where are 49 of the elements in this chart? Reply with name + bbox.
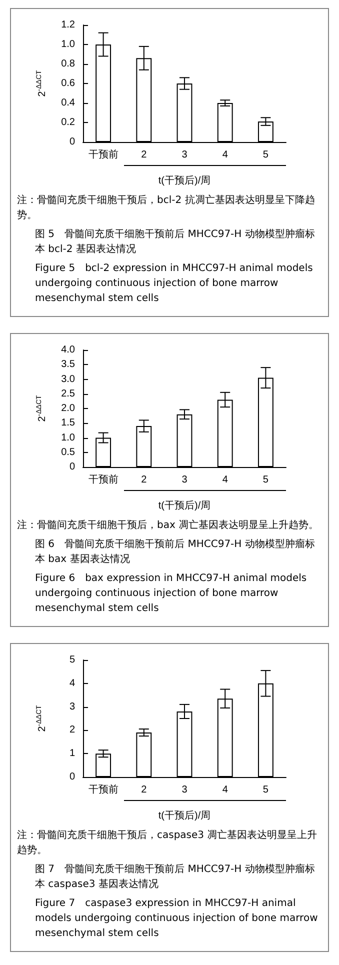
y-tick-label: 3.0: [61, 374, 76, 385]
y-tick-label: 0: [69, 772, 76, 782]
x-tick-label: 5: [262, 150, 269, 160]
y-tick-label: 0.6: [61, 78, 76, 89]
y-tick-label: 2: [69, 724, 76, 736]
y-tick-label: 1.0: [61, 432, 76, 444]
y-tick-label: 4: [69, 678, 76, 689]
caption: Figure 7 caspase3 expression in MHCC97-H animal models undergoing continuous injection of bone marrow mesenchymal stem cells: [35, 897, 319, 941]
x-axis-title: t(干预后)/周: [158, 810, 211, 822]
text: 注：骨髓间充质干细胞干预后，bax 凋亡基因表达明显呈上升趋势。: [17, 518, 320, 533]
x-tick-label: 3: [182, 474, 188, 486]
caption: 图 6 骨髓间充质干细胞干预前后 MHCC97-H 动物模型肿瘤标本 bax 基因表达情况: [35, 538, 316, 567]
x-tick-label: 4: [222, 150, 228, 160]
x-tick-label: 3: [182, 150, 188, 160]
x-tick-label: 干预前: [88, 784, 118, 796]
y-tick-label: 1.0: [61, 39, 76, 50]
y-tick-label: 1.5: [61, 418, 76, 429]
y-tick-label: 1: [69, 748, 76, 760]
text: 注：骨髓间充质干细胞干预后，caspase3 凋亡基因表达明显呈上升趋势。: [17, 828, 318, 858]
x-tick-label: 5: [262, 474, 269, 486]
x-tick-label: 5: [262, 784, 269, 796]
x-tick-label: 4: [222, 474, 228, 486]
caption: 图 7 骨髓间充质干细胞干预前后 MHCC97-H 动物模型肿瘤标本 caspase3 基因表达情况: [35, 862, 316, 892]
y-tick-label: 5: [69, 654, 76, 666]
x-axis-title: t(干预后)/周: [158, 500, 211, 512]
text: 注：骨髓间充质干细胞干预后，bcl-2 抗凋亡基因表达明显呈下降趋势。: [17, 194, 316, 223]
y-tick-label: 1.2: [61, 20, 76, 30]
x-tick-label: 4: [222, 784, 228, 796]
caption: 图 5 骨髓间充质干细胞干预前后 MHCC97-H 动物模型肿瘤标本 bcl-2 基因表达情况: [35, 228, 316, 257]
x-tick-label: 3: [182, 784, 188, 796]
y-tick-label: 0: [69, 136, 76, 148]
y-tick-label: 2.5: [61, 388, 76, 400]
y-tick-label: 3: [69, 701, 76, 712]
x-tick-label: 2: [141, 784, 148, 796]
y-tick-label: 0.2: [61, 117, 76, 128]
y-tick-label: 2.0: [61, 403, 76, 414]
y-tick-label: 0.5: [61, 446, 76, 458]
x-tick-label: 干预前: [88, 148, 118, 160]
caption: Figure 5 bcl-2 expression in MHCC97-H animal models undergoing continuous injection of bone marrow mesenchymal stem cells: [35, 262, 314, 306]
x-tick-label: 干预前: [88, 474, 118, 486]
y-tick-label: 0.8: [61, 58, 76, 70]
x-axis-title: t(干预后)/周: [158, 174, 211, 186]
y-tick-label: 0: [69, 462, 76, 472]
caption: Figure 6 bax expression in MHCC97-H animal models undergoing continuous injection of bone marrow mesenchymal stem cells: [35, 572, 308, 616]
x-tick-label: 2: [141, 474, 148, 486]
y-tick-label: 4.0: [61, 344, 76, 356]
x-tick-label: 2: [141, 150, 148, 160]
y-tick-label: 0.4: [61, 98, 76, 108]
y-tick-label: 3.5: [61, 359, 76, 370]
